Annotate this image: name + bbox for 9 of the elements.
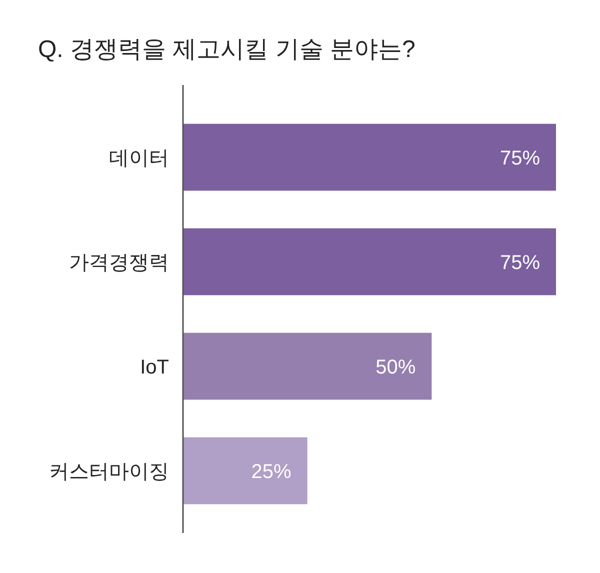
data-label: 50%	[376, 356, 416, 378]
data-label: 25%	[251, 460, 292, 483]
data-label: 75%	[500, 252, 540, 274]
title: Q. 경쟁력을 제고시킬 기술 분야는?	[38, 36, 416, 63]
y-tick-label: IoT	[140, 356, 169, 378]
y-tick-label: 데이터	[109, 147, 169, 170]
data-label: 75%	[500, 147, 540, 170]
y-tick-label: 가격경쟁력	[69, 252, 169, 274]
y-tick-label: 커스터마이징	[49, 460, 169, 483]
